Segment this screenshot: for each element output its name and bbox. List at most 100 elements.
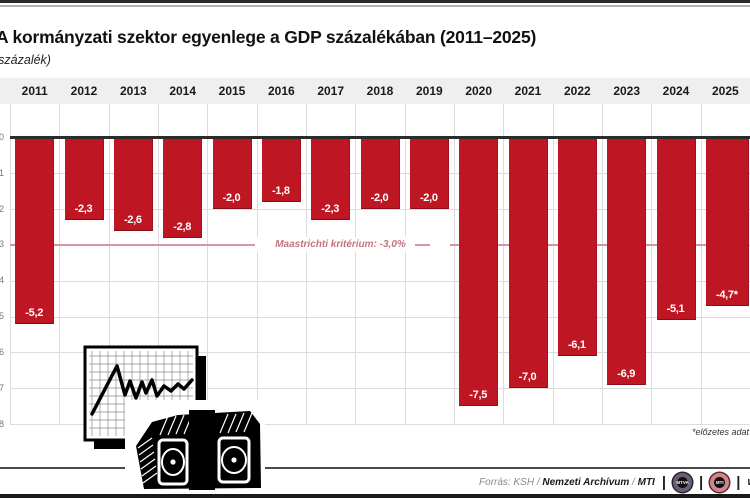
bar-2024: -5,1 xyxy=(656,136,696,321)
vertical-gridline xyxy=(503,104,505,424)
page-title: A kormányzati szektor egyenlege a GDP sz… xyxy=(0,27,537,47)
money-band xyxy=(189,410,215,490)
x-axis-label-2019: 2019 xyxy=(415,84,443,98)
bar-value-label: -2,3 xyxy=(74,202,93,215)
vertical-gridline xyxy=(59,104,61,424)
y-axis-tick-label: -7 xyxy=(0,382,4,393)
x-axis-label-2011: 2011 xyxy=(21,84,48,98)
x-axis-label-2013: 2013 xyxy=(119,84,147,98)
reference-line-dash xyxy=(414,243,430,246)
vertical-gridline xyxy=(207,104,209,424)
banknote-oval-right xyxy=(221,446,247,474)
x-axis-label-2022: 2022 xyxy=(563,84,591,98)
bar-2013: -2,6 xyxy=(113,136,153,231)
x-axis-label-2020: 2020 xyxy=(465,84,493,98)
x-axis-label-2024: 2024 xyxy=(662,84,690,98)
banknote-face-right xyxy=(217,436,251,484)
y-axis-tick-label: -5 xyxy=(0,311,4,322)
bar-value-label: -2,8 xyxy=(173,220,192,233)
y-axis-tick-label: -6 xyxy=(0,346,4,357)
bar-value-label: -2,0 xyxy=(370,192,389,205)
trend-line xyxy=(90,364,194,416)
banknote-dot-right xyxy=(231,457,237,463)
footer-pipe: | xyxy=(699,473,704,491)
bar-value-label: -5,1 xyxy=(666,303,685,316)
vertical-gridline xyxy=(108,104,110,424)
vertical-gridline xyxy=(158,104,159,424)
vertical-gridline xyxy=(454,104,455,424)
horizontal-gridline xyxy=(10,352,750,354)
bar-value-label: -2,3 xyxy=(321,202,340,215)
x-axis-label-2015: 2015 xyxy=(218,84,246,98)
source-prefix: Forrás: KSH / xyxy=(479,476,540,488)
bar-value-label: -1,8 xyxy=(271,184,290,197)
bar-value-label: -2,0 xyxy=(222,192,241,205)
bar-2021: -7,0 xyxy=(508,136,548,389)
horizontal-gridline xyxy=(10,209,750,211)
bar-2025: -4,7* xyxy=(705,136,749,306)
banknote-face-left xyxy=(157,438,189,486)
x-axis-label-2016: 2016 xyxy=(267,84,295,98)
horizontal-gridline xyxy=(10,424,750,426)
y-axis-tick-label: -2 xyxy=(0,203,4,214)
footer-pipe: | xyxy=(661,473,667,491)
bottom-border-bar xyxy=(0,494,750,498)
y-axis-tick-label: -4 xyxy=(0,275,4,286)
bar-2019: -2,0 xyxy=(409,136,449,210)
x-axis-label-2018: 2018 xyxy=(366,84,394,98)
banknote-oval-left xyxy=(161,448,185,476)
banknote-dot-left xyxy=(170,459,176,465)
bar-2015: -2,0 xyxy=(212,136,252,210)
maastricht-label-text: Maastrichti kritérium: -3,0% xyxy=(275,239,406,250)
vertical-gridline xyxy=(602,104,603,424)
y-axis-unit-label: (százalék) xyxy=(0,53,51,67)
source-separator: / xyxy=(632,476,635,488)
bar-value-label: -6,1 xyxy=(567,339,586,352)
bar-2016: -1,8 xyxy=(261,136,301,202)
footer-pipe: | xyxy=(736,473,741,491)
bar-2018: -2,0 xyxy=(360,136,400,210)
note-edge-lines xyxy=(137,437,158,484)
y-axis-tick-label: -1 xyxy=(0,167,4,178)
bar-value-label: -2,6 xyxy=(123,213,142,226)
source-archive: Nemzeti Archívum xyxy=(542,476,630,488)
bar-2011: -5,2 xyxy=(15,136,55,324)
footer: Forrás: KSH / Nemzeti Archívum / MTI | M… xyxy=(479,470,750,494)
x-axis-label-2012: 2012 xyxy=(70,84,98,98)
source-mti: MTI xyxy=(637,476,655,488)
bar-2020: -7,5 xyxy=(459,136,499,407)
bar-2023: -6,9 xyxy=(607,136,647,385)
bar-value-label: -6,9 xyxy=(617,367,636,380)
y-axis-tick-label: -8 xyxy=(0,418,4,429)
bar-2014: -2,8 xyxy=(163,136,203,238)
bar-2022: -6,1 xyxy=(557,136,597,357)
vertical-gridline xyxy=(10,104,11,424)
bar-2017: -2,3 xyxy=(311,136,351,220)
vertical-gridline xyxy=(256,104,258,424)
vertical-gridline xyxy=(306,104,307,424)
top-border-accent xyxy=(0,5,750,7)
chart-and-money-illustration xyxy=(83,345,265,492)
source-credit: Forrás: KSH / Nemzeti Archívum / MTI xyxy=(479,477,655,488)
vertical-gridline xyxy=(651,104,653,424)
vertical-gridline xyxy=(404,104,406,424)
x-axis-label-2014: 2014 xyxy=(169,84,197,98)
footer-divider-line xyxy=(0,467,750,469)
x-axis-label-2021: 2021 xyxy=(514,84,542,98)
y-axis-tick-label: 0 xyxy=(0,132,4,142)
bar-value-label: -7,5 xyxy=(469,389,488,402)
horizontal-gridline xyxy=(10,388,750,390)
x-axis-year-band: 2011 2012 2013 2014 2015 2016 2017 2018 2019 2020… xyxy=(0,78,750,104)
x-axis-label-2025: 2025 xyxy=(711,84,739,98)
bar-2012: -2,3 xyxy=(64,136,104,220)
bar-value-label: -2,0 xyxy=(419,192,438,205)
maastricht-reference-label: Maastrichti kritérium: -3,0% xyxy=(255,237,450,252)
mti-logo: MTI xyxy=(710,472,730,492)
url-fragment: w xyxy=(747,476,750,488)
horizontal-gridline xyxy=(10,280,750,282)
preliminary-data-footnote: *előzetes adat xyxy=(692,427,750,437)
bar-value-label: -7,0 xyxy=(518,371,537,384)
top-border-bar xyxy=(0,0,750,3)
y-axis-tick-label: -3 xyxy=(0,239,4,250)
horizontal-gridline xyxy=(10,316,750,318)
